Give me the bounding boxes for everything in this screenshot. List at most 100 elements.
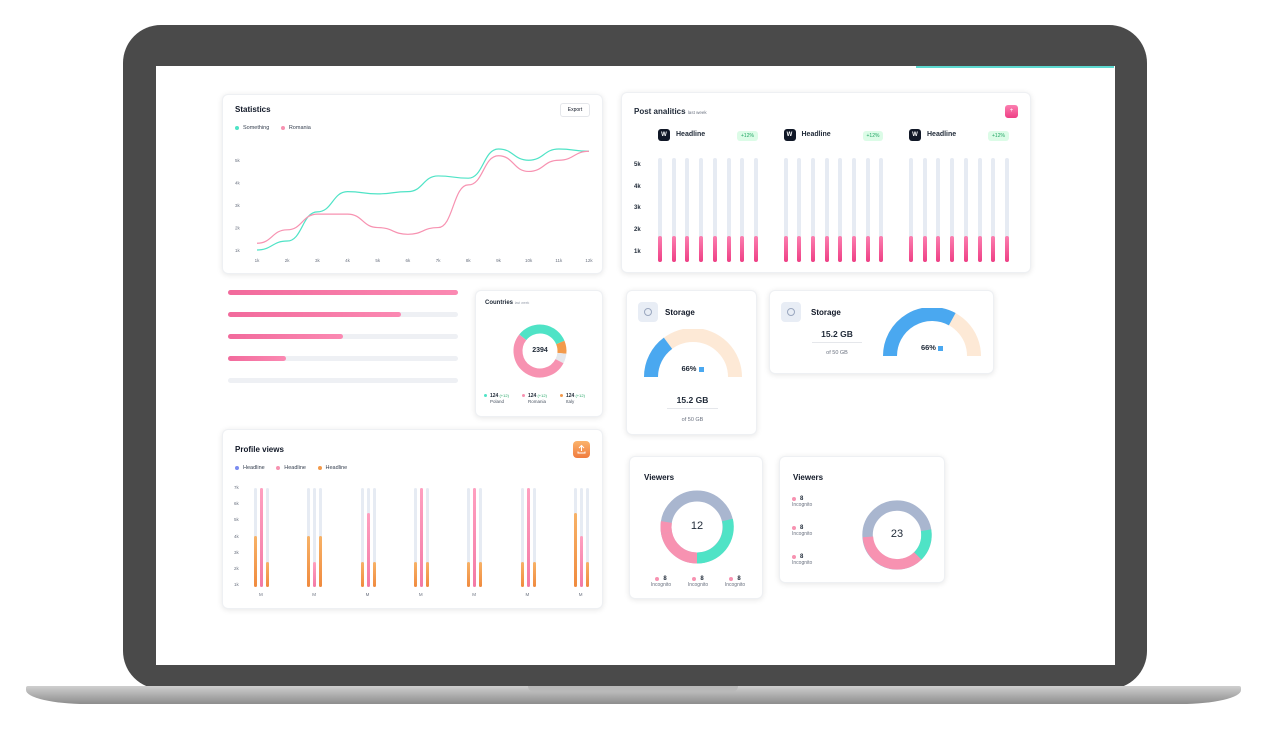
donut-segment	[556, 340, 567, 354]
profile-bar-fill	[360, 562, 364, 587]
x-tick-label: 4k	[345, 258, 351, 263]
viewer-dot	[792, 525, 796, 530]
plus-icon: +	[1009, 108, 1014, 114]
profile-bar-fill	[585, 562, 589, 587]
analytics-bar	[852, 158, 856, 262]
post-analytics-title: Post analitics	[634, 107, 686, 116]
viewer-value: 8	[663, 576, 667, 582]
donut-segment	[555, 352, 567, 364]
country-dot	[522, 394, 525, 398]
viewer-value: 8	[800, 496, 804, 502]
country-name: Romania	[528, 399, 547, 404]
analytics-bar	[740, 158, 745, 262]
analytics-bar-fill	[991, 236, 996, 262]
analytics-bar-fill	[977, 236, 982, 262]
country-value: 124	[528, 393, 537, 399]
profile-views-card: Profile views Headline Headline Headline…	[222, 429, 603, 609]
viewer-value: 8	[737, 576, 741, 582]
storage-title: Storage	[665, 308, 695, 317]
post-analytics-subtitle: last week	[687, 110, 707, 115]
x-tick-label: 2k	[285, 258, 291, 263]
analytics-bar	[753, 158, 758, 262]
y-tick-label: 4k	[235, 181, 241, 186]
analytics-bar-fill	[740, 236, 745, 262]
legend-item: Headline	[276, 465, 306, 471]
y-tick-label: 5k	[634, 162, 641, 168]
x-tick-label: 12k	[585, 258, 593, 263]
profile-bar	[467, 488, 471, 587]
analytics-bar	[658, 158, 662, 262]
viewers-card-1: Viewers 12 8 Incognito 8 Incognito 8 Incognit…	[629, 456, 763, 599]
viewers-total: 12	[690, 520, 704, 532]
growth-badge: +12%	[737, 131, 758, 141]
x-tick-label: M	[472, 592, 476, 597]
upload-icon	[577, 444, 586, 454]
add-button[interactable]: +	[1005, 105, 1018, 118]
analytics-bar	[671, 158, 676, 262]
headline-label: Headline	[927, 131, 957, 138]
storage-percent: 66%	[882, 343, 982, 352]
progress-bar	[228, 378, 458, 383]
progress-bar	[228, 334, 458, 339]
countries-donut	[513, 324, 567, 378]
viewer-label: Incognito	[724, 582, 746, 588]
analytics-bar-fill	[879, 236, 884, 262]
analytics-bar-fill	[712, 236, 717, 262]
profile-bar-fill	[307, 535, 311, 587]
viewer-dot	[792, 496, 796, 501]
viewer-item: 8 Incognito	[683, 576, 713, 588]
growth-badge: +12%	[988, 131, 1009, 141]
analytics-bar-fill	[824, 236, 829, 262]
export-button[interactable]: Export	[560, 103, 590, 117]
profile-bar-fill	[260, 488, 263, 587]
x-tick-label: 8k	[466, 258, 472, 263]
countries-heading: Countries last week	[485, 300, 529, 306]
viewer-label: Incognito	[792, 502, 813, 508]
viewer-label: Incognito	[687, 582, 709, 588]
storage-gauge	[644, 329, 742, 378]
analytics-bar-fill	[1004, 236, 1009, 262]
viewer-value: 8	[800, 525, 804, 531]
donut-segment	[513, 334, 564, 378]
analytics-bar-fill	[838, 236, 843, 262]
viewer-dot	[792, 554, 796, 559]
analytics-bar	[950, 158, 955, 262]
analytics-bar	[783, 158, 788, 262]
analytics-bar	[879, 158, 884, 262]
viewers-card-2: Viewers 8 Incognito 8 Incognito 8 Incognito 2…	[779, 456, 945, 583]
profile-bar-fill	[413, 562, 417, 587]
y-tick-label: 1k	[235, 248, 241, 253]
analytics-bar	[865, 158, 870, 262]
donut-segment	[519, 324, 565, 345]
x-tick-label: 5k	[375, 258, 381, 263]
analytics-bar-fill	[726, 236, 731, 262]
storage-gauge	[883, 308, 981, 357]
analytics-bar	[922, 158, 927, 262]
country-change: (+12)	[574, 393, 585, 398]
profile-bar	[254, 488, 257, 587]
x-tick-label: M	[418, 592, 423, 597]
country-change: (+12)	[536, 393, 547, 398]
y-tick-label: 6k	[234, 501, 239, 507]
headline-label: Headline	[676, 131, 706, 138]
storage-divider	[812, 342, 862, 343]
profile-views-legend: Headline Headline Headline	[235, 465, 357, 471]
profile-bar-fill	[254, 535, 257, 587]
profile-bar-fill	[425, 562, 429, 587]
storage-divider	[667, 408, 718, 409]
x-tick-label: M	[525, 592, 530, 597]
analytics-bar-fill	[685, 236, 690, 262]
viewer-item: 8 Incognito	[646, 576, 676, 588]
upload-button[interactable]	[573, 441, 590, 458]
analytics-bar-fill	[699, 236, 704, 262]
analytics-bar	[1004, 158, 1009, 262]
x-tick-label: 3k	[315, 258, 321, 263]
viewers-title: Viewers	[644, 473, 675, 482]
profile-bar-fill	[266, 562, 269, 587]
analytics-bar-fill	[865, 236, 870, 262]
analytics-bar-fill	[936, 236, 941, 262]
profile-bar-fill	[579, 535, 583, 587]
analytics-bar	[685, 158, 690, 262]
country-item: 124 (+12) Poland	[484, 393, 509, 404]
profile-bar	[366, 488, 370, 587]
